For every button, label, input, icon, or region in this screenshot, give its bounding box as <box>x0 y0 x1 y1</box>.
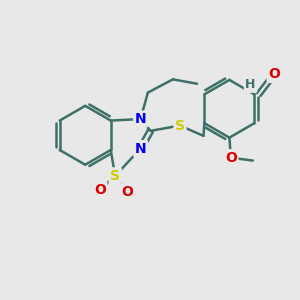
Text: S: S <box>110 169 120 183</box>
Text: O: O <box>268 67 280 81</box>
Text: O: O <box>122 185 134 199</box>
Text: H: H <box>245 78 256 92</box>
Text: O: O <box>225 151 237 165</box>
Text: N: N <box>135 142 146 155</box>
Text: N: N <box>135 112 146 126</box>
Text: O: O <box>94 183 106 197</box>
Text: S: S <box>175 118 185 133</box>
